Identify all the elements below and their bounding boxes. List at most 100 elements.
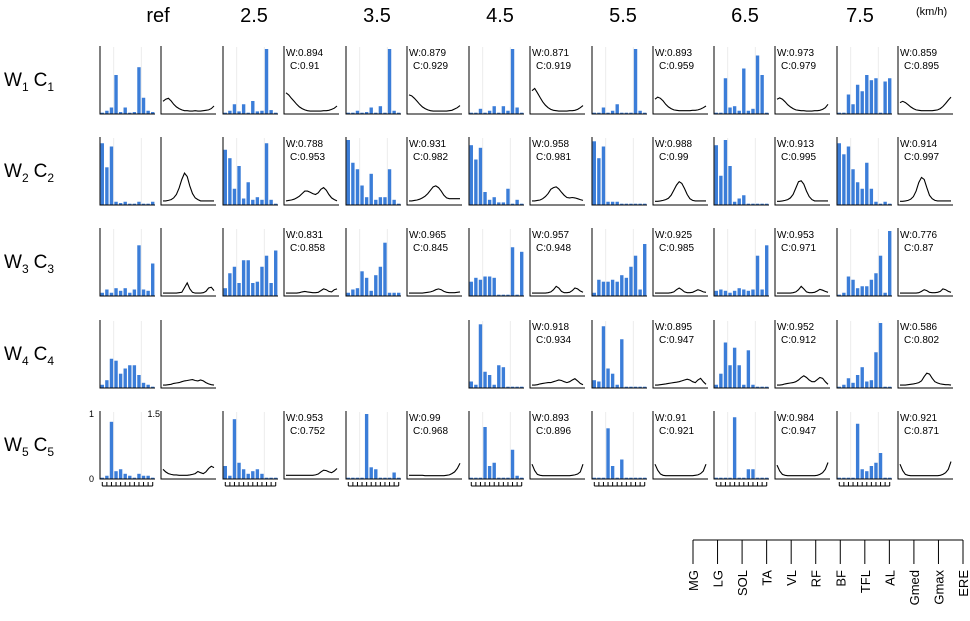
- c-similarity: C:0.995: [781, 152, 816, 163]
- weight-bar-TFL: [132, 365, 137, 388]
- weight-bar-LG: [105, 289, 109, 296]
- weight-bar-LG: [474, 384, 478, 388]
- weight-bar-SOL: [109, 146, 114, 205]
- weight-bar-TFL: [869, 80, 874, 114]
- weight-bar-TFL: [501, 202, 506, 205]
- curve-axes: [652, 137, 708, 206]
- weight-bar-TFL: [378, 106, 383, 114]
- weight-bar-TFL: [624, 477, 629, 479]
- cell-r2-c6: W:0.914 C:0.997: [836, 137, 953, 206]
- weight-bar-TFL: [624, 203, 629, 205]
- weight-bar-ERE: [888, 203, 892, 205]
- curve-axes: [774, 228, 830, 297]
- weight-bar-AL: [629, 386, 633, 388]
- weight-bar-LG: [597, 279, 601, 296]
- weight-bar-MG: [837, 143, 841, 205]
- weight-bar-Gmax: [638, 110, 642, 114]
- weight-bar-Gmax: [638, 386, 642, 388]
- weight-bar-LG: [597, 477, 601, 479]
- weight-bar-SOL: [355, 477, 360, 479]
- weight-bar-VL: [855, 84, 860, 114]
- weight-bar-Gmed: [510, 386, 515, 388]
- w-similarity: W:0.958: [532, 139, 569, 150]
- cell-r3-c1: W:0.831 C:0.858: [222, 228, 339, 297]
- cell-r3-c6: W:0.776 C:0.87: [836, 228, 953, 297]
- bar-axis-min-label: 0: [89, 474, 94, 484]
- weight-bar-Gmed: [878, 203, 883, 205]
- weight-bar-VL: [487, 276, 492, 296]
- bar-axes: [591, 46, 647, 115]
- weight-bar-SOL: [355, 110, 360, 114]
- column-header-0: ref: [146, 5, 170, 27]
- bar-axes: [99, 320, 155, 389]
- weight-bar-ERE: [643, 386, 647, 388]
- weight-bar-VL: [118, 373, 123, 388]
- weight-bar-BF: [497, 477, 501, 479]
- weight-bar-AL: [874, 201, 878, 205]
- weight-bar-SOL: [601, 146, 606, 205]
- weight-bar-AL: [506, 188, 510, 205]
- c-similarity: C:0.929: [413, 61, 448, 72]
- weight-bar-LG: [228, 158, 232, 205]
- weight-bar-MG: [592, 477, 596, 479]
- weight-bar-RF: [246, 260, 250, 296]
- muscle-legend: MG LG SOL TA VL RF BF TFL AL Gmed Gmax ERE: [686, 539, 970, 605]
- weight-bar-Gmax: [883, 386, 887, 388]
- activation-curve: [776, 462, 829, 477]
- weight-bar-Gmax: [515, 475, 519, 479]
- weight-bar-ERE: [643, 244, 647, 296]
- weight-bar-ERE: [397, 112, 401, 114]
- weight-bar-Gmax: [883, 477, 887, 479]
- activation-curve: [900, 176, 951, 202]
- legend-label-LG: LG: [711, 570, 726, 587]
- cell-r4-c4: W:0.895 C:0.947: [591, 320, 708, 389]
- bar-axes: [591, 320, 647, 389]
- curve-axes: [774, 411, 830, 480]
- weight-bar-TA: [606, 281, 610, 296]
- activation-curve: [532, 378, 584, 386]
- weight-bar-BF: [742, 195, 746, 205]
- weight-bar-TFL: [869, 380, 874, 388]
- curve-axes: [160, 320, 216, 389]
- c-similarity: C:0.985: [659, 243, 694, 254]
- weight-bar-MG: [714, 112, 718, 114]
- bar-axes: [713, 46, 769, 115]
- weight-bar-MG: [837, 294, 841, 296]
- activation-curve: [408, 94, 461, 112]
- c-similarity: C:0.845: [413, 243, 448, 254]
- weight-bar-AL: [506, 110, 510, 114]
- bar-axes: [713, 137, 769, 206]
- activation-curve: [531, 463, 584, 477]
- curve-axes: [160, 46, 216, 115]
- weight-bar-VL: [118, 203, 123, 205]
- weight-bar-Gmax: [146, 290, 150, 296]
- weight-bar-RF: [860, 286, 864, 296]
- weight-bar-ERE: [888, 386, 892, 388]
- activation-curve: [900, 372, 952, 386]
- weight-bar-VL: [364, 112, 369, 114]
- weight-bar-Gmed: [755, 203, 760, 205]
- weight-bar-ERE: [397, 292, 401, 296]
- weight-bar-LG: [597, 381, 601, 388]
- weight-bar-TFL: [746, 350, 751, 388]
- weight-bar-VL: [855, 288, 860, 296]
- weight-bar-Gmax: [760, 203, 764, 205]
- weight-bar-TA: [483, 371, 487, 388]
- weight-bar-BF: [128, 292, 132, 296]
- weight-bar-ERE: [765, 245, 769, 296]
- weight-bar-Gmax: [269, 283, 273, 296]
- curve-axes: [529, 46, 585, 115]
- weight-bar-MG: [469, 281, 473, 296]
- weight-bar-RF: [246, 182, 250, 205]
- weight-bar-AL: [137, 375, 141, 388]
- weight-bar-TFL: [624, 112, 629, 114]
- weight-bar-BF: [742, 68, 746, 114]
- weight-bar-VL: [855, 375, 860, 388]
- weight-bar-TFL: [746, 469, 751, 479]
- activation-curve: [532, 285, 584, 294]
- activation-curve: [162, 97, 215, 112]
- c-similarity: C:0.871: [904, 426, 939, 437]
- c-similarity: C:0.921: [659, 426, 694, 437]
- cell-r2-c5: W:0.913 C:0.995: [713, 137, 830, 206]
- weight-bar-LG: [228, 110, 232, 114]
